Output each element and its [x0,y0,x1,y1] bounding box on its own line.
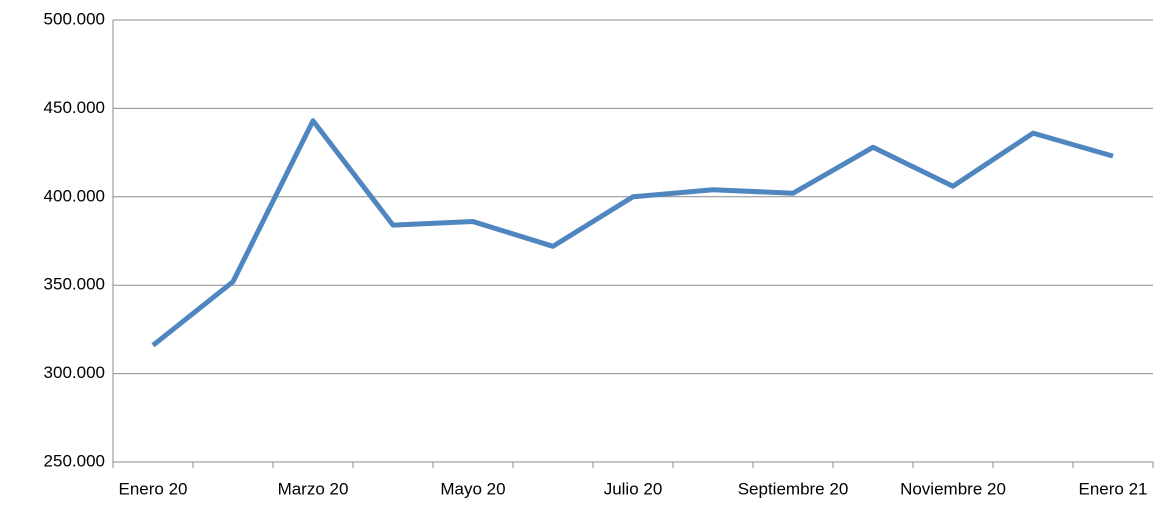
x-tick-label: Marzo 20 [278,479,349,498]
x-tick-label: Noviembre 20 [900,479,1006,498]
x-tick-label: Enero 21 [1079,479,1148,498]
y-tick-label: 400.000 [44,186,105,205]
y-tick-label: 350.000 [44,275,105,294]
y-tick-label: 300.000 [44,363,105,382]
x-tick-label: Julio 20 [604,479,663,498]
y-tick-label: 500.000 [44,9,105,28]
x-tick-label: Enero 20 [119,479,188,498]
x-tick-label: Mayo 20 [440,479,505,498]
x-tick-label: Septiembre 20 [738,479,849,498]
y-tick-label: 450.000 [44,98,105,117]
y-tick-label: 250.000 [44,451,105,470]
line-series [151,118,1114,348]
